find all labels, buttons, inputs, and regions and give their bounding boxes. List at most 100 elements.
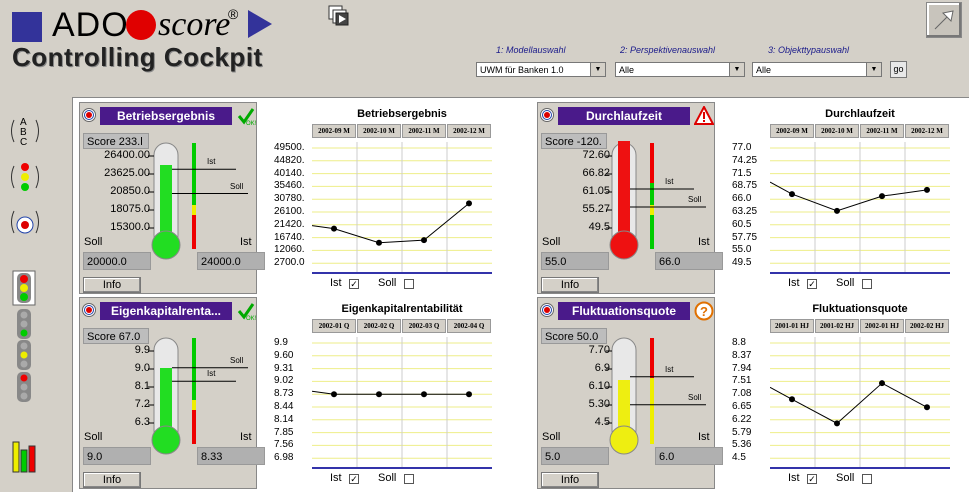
y-tick-label: 8.44 — [274, 401, 294, 412]
ist-checkbox[interactable]: ✓ — [349, 474, 359, 484]
ist-checkbox[interactable]: ✓ — [807, 474, 817, 484]
data-point — [331, 391, 337, 398]
period-header: 2002-09 M — [312, 124, 356, 138]
y-tick-label: 6.98 — [274, 452, 294, 464]
info-button[interactable]: Info — [541, 277, 599, 293]
thermo-tick: 6.10 — [588, 380, 610, 392]
y-tick-label: 35460. — [274, 180, 305, 192]
data-point — [789, 396, 795, 403]
y-tick-label: 9.02 — [274, 375, 294, 387]
score-field: Score -120. — [541, 133, 607, 149]
data-point — [421, 237, 427, 244]
thermo-tick: 7.2 — [134, 398, 150, 410]
thermo-tick: 23625.00 — [104, 167, 150, 179]
logo-registered: ® — [228, 6, 239, 22]
trend-chart: Fluktuationsquote 2001-01 HJ 2001-02 HJ 20… — [732, 303, 952, 484]
soll-checkbox[interactable] — [404, 279, 414, 289]
soll-label: Soll — [84, 236, 103, 248]
soll-label: Soll — [542, 236, 561, 248]
question-icon: ? — [694, 301, 714, 321]
trend-chart: Durchlaufzeit 2002-09 M 2002-10 M 2002-11 … — [732, 108, 952, 289]
soll-checkbox[interactable] — [862, 474, 872, 484]
chevron-down-icon: ▼ — [590, 63, 605, 76]
soll-checkbox[interactable] — [862, 279, 872, 289]
chevron-down-icon: ▼ — [866, 63, 881, 76]
legend-soll-label: Soll — [836, 472, 855, 484]
thermo-tick: 26400.00 — [104, 149, 150, 161]
traffic-light-green-icon[interactable] — [16, 309, 32, 339]
data-point — [466, 391, 472, 398]
thermo-tick: 49.5 — [588, 221, 610, 233]
y-tick-label: 57.75 — [732, 231, 758, 243]
widget-title[interactable]: Eigenkapitalrenta... — [100, 302, 232, 320]
objecttype-select-value: Alle — [756, 65, 772, 75]
y-tick-label: 26100. — [274, 206, 305, 217]
info-button[interactable]: Info — [541, 472, 599, 488]
legend-ist-label: Ist — [788, 472, 800, 484]
y-tick-label: 12060. — [274, 244, 305, 256]
soll-tag: Soll — [230, 355, 244, 365]
data-point — [924, 186, 930, 193]
traffic-light-red2-icon[interactable] — [16, 372, 32, 402]
soll-tag: Soll — [688, 392, 702, 402]
thermo-tick: 4.5 — [594, 416, 610, 428]
widget-title[interactable]: Betriebsergebnis — [100, 107, 232, 125]
target-sort-icon[interactable] — [8, 205, 42, 239]
chart-plot — [770, 142, 950, 274]
data-point — [834, 207, 840, 214]
export-button[interactable] — [926, 2, 962, 38]
ist-checkbox[interactable]: ✓ — [349, 279, 359, 289]
chart-title: Durchlaufzeit — [825, 108, 895, 120]
traffic-light-sort-icon[interactable] — [8, 160, 42, 194]
abc-sort-icon[interactable]: A B C — [8, 114, 42, 148]
legend-ist-label: Ist — [330, 472, 342, 484]
svg-text:OK!: OK! — [246, 121, 256, 126]
thermo-tick: 7.70 — [588, 344, 610, 356]
widget-title[interactable]: Durchlaufzeit — [558, 107, 690, 125]
score-field: Score 67.0 — [83, 328, 149, 344]
model-select[interactable]: UWM für Banken 1.0 ▼ — [476, 62, 606, 77]
trend-chart: Eigenkapitalrentabilität 2002-01 Q 2002-0… — [274, 303, 494, 484]
period-header: 2001-02 HJ — [815, 319, 859, 333]
traffic-light-yellow-icon[interactable] — [16, 340, 32, 370]
data-point — [879, 380, 885, 387]
thermo-tick: 6.9 — [594, 362, 610, 374]
thermometer-fill — [160, 368, 172, 430]
soll-label: Soll — [542, 431, 561, 443]
y-tick-label: 74.25 — [732, 154, 758, 166]
thermo-tick: 61.05 — [582, 185, 610, 197]
y-tick-label: 71.5 — [732, 167, 752, 179]
soll-value: 9.0 — [83, 447, 151, 465]
ist-tag: Ist — [665, 364, 674, 374]
window-icon[interactable] — [328, 5, 350, 27]
ist-label: Ist — [240, 236, 252, 248]
page-title: Controlling Cockpit — [12, 42, 263, 72]
widget-title[interactable]: Fluktuationsquote — [558, 302, 690, 320]
ist-checkbox[interactable]: ✓ — [807, 279, 817, 289]
ok-check-icon: OK! — [237, 303, 256, 321]
perspective-select[interactable]: Alle ▼ — [615, 62, 745, 77]
objecttype-select[interactable]: Alle ▼ — [752, 62, 882, 77]
info-button[interactable]: Info — [83, 277, 141, 293]
target-icon — [540, 303, 554, 317]
info-button[interactable]: Info — [83, 472, 141, 488]
thermo-tick: 5.30 — [588, 398, 610, 410]
y-tick-label: 7.94 — [732, 362, 752, 374]
ok-check-icon: OK! — [237, 108, 256, 126]
period-header: 2001-01 HJ — [770, 319, 814, 333]
y-tick-label: 8.37 — [732, 349, 752, 361]
perspective-select-label: 2: Perspektivenauswahl — [620, 45, 716, 55]
legend-ist-label: Ist — [788, 277, 800, 289]
traffic-light-red-icon[interactable] — [12, 270, 36, 306]
thermo-tick: 9.0 — [134, 362, 150, 374]
legend-soll-label: Soll — [378, 277, 397, 289]
logo-score: score — [158, 6, 231, 43]
kpi-widget: Eigenkapitalrenta... OK! Score 67.0 9.9 9… — [79, 297, 265, 489]
go-button[interactable]: go — [890, 61, 907, 78]
soll-tag: Soll — [688, 195, 702, 204]
bar-chart-icon[interactable] — [10, 432, 40, 474]
data-point — [789, 191, 795, 198]
ist-tag: Ist — [665, 177, 674, 186]
perspective-select-value: Alle — [619, 65, 635, 75]
soll-checkbox[interactable] — [404, 474, 414, 484]
